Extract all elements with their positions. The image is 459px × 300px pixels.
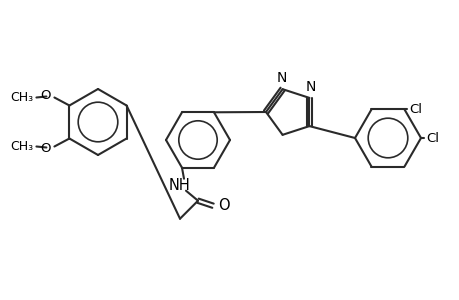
Text: CH₃: CH₃ [10,140,34,153]
Text: O: O [218,198,229,213]
Text: N: N [305,80,315,94]
Text: NH: NH [169,178,190,193]
Text: O: O [40,89,50,102]
Text: Cl: Cl [425,131,438,145]
Text: N: N [276,71,286,85]
Text: CH₃: CH₃ [10,91,34,104]
Text: Cl: Cl [409,103,421,116]
Text: O: O [40,142,50,155]
